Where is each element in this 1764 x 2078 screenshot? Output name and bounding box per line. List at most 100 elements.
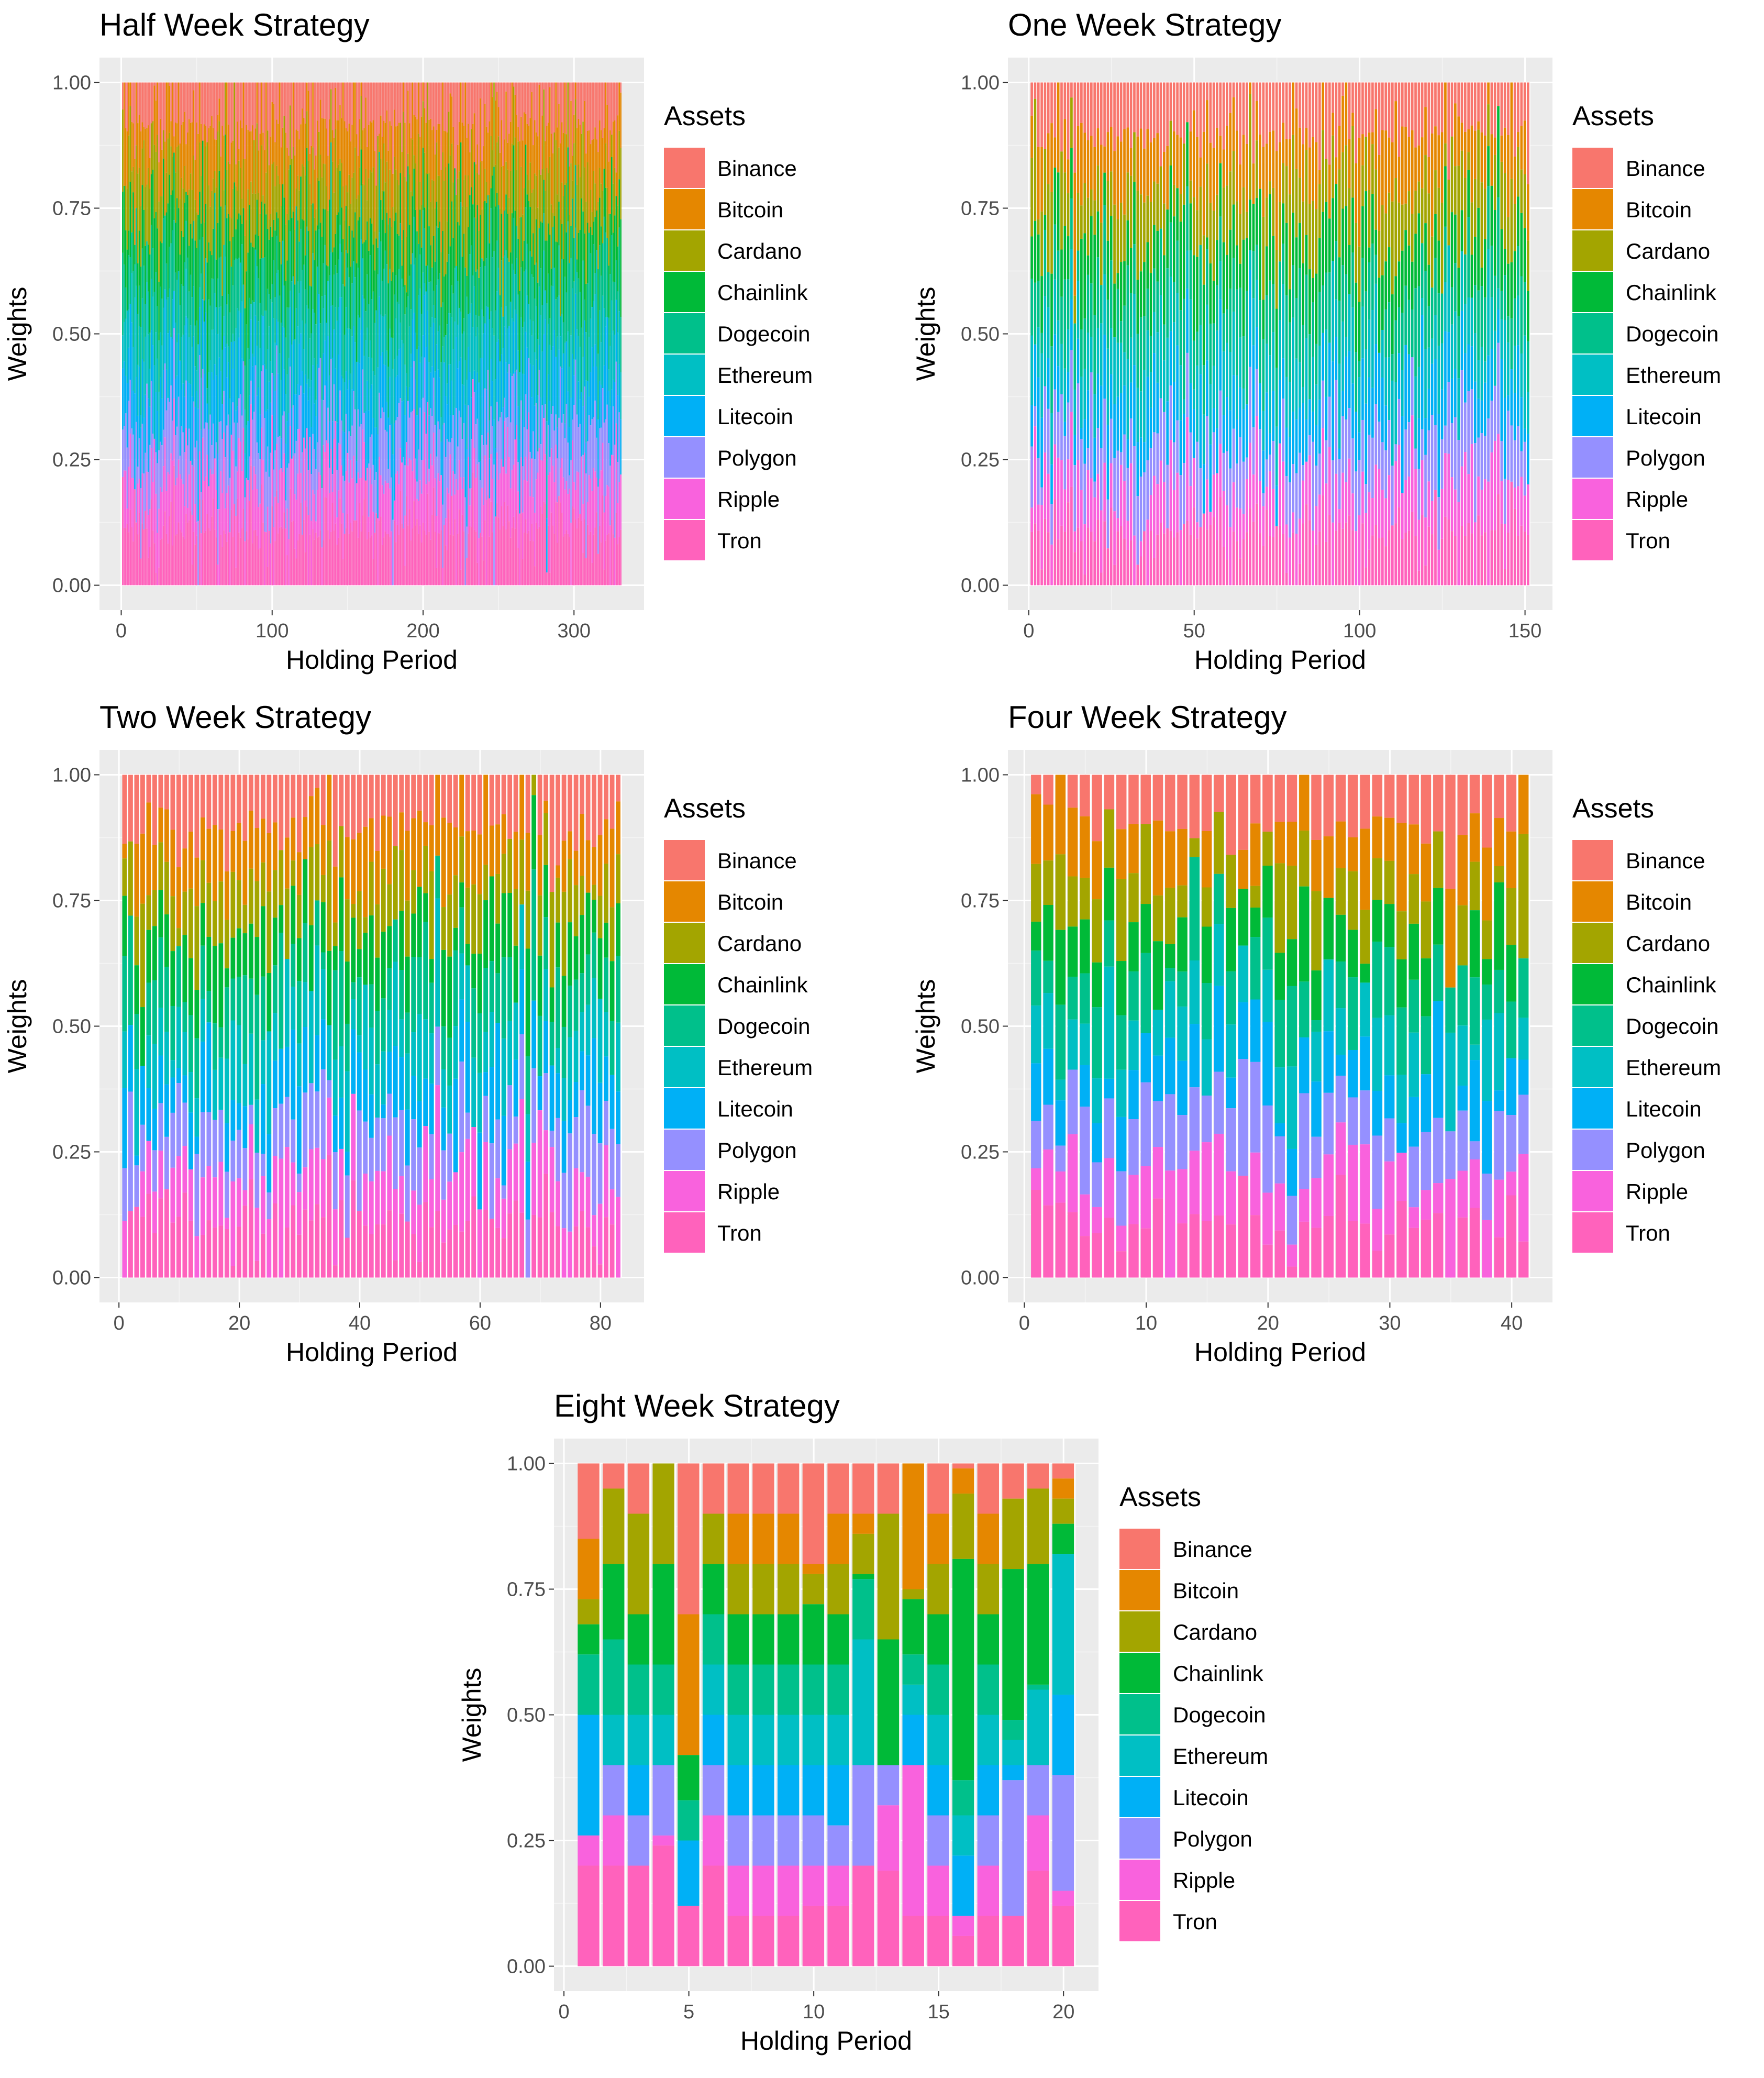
bar-segment-tron: [562, 536, 564, 585]
bar-segment-bitcoin: [549, 87, 551, 157]
bar-segment-ethereum: [557, 336, 558, 428]
bar-segment-cardano: [1322, 130, 1325, 212]
bar-segment-ethereum: [413, 264, 415, 313]
bar-segment-ripple: [259, 503, 261, 548]
bar-segment-ethereum: [1332, 261, 1335, 362]
bar-segment-ripple: [445, 518, 447, 546]
bar-segment-bitcoin: [1480, 132, 1484, 183]
bar-segment-ripple: [276, 444, 278, 491]
bar-segment-cardano: [1196, 210, 1199, 257]
bar-segment-ripple: [1113, 511, 1116, 565]
bar-segment-bitcoin: [1206, 100, 1209, 164]
bar-segment-bitcoin: [522, 140, 524, 215]
bar-segment-ethereum: [239, 262, 241, 313]
bar-segment-cardano: [1477, 129, 1480, 208]
bar-segment-cardano: [1272, 187, 1275, 236]
bar-segment-binance: [356, 82, 358, 135]
bar-segment-dogecoin: [395, 275, 397, 319]
bar-segment-bitcoin: [481, 161, 483, 210]
bar-segment-chainlink: [310, 286, 312, 334]
bar-segment-tron: [594, 527, 596, 585]
bar-segment-ethereum: [1182, 399, 1186, 414]
bar-segment-binance: [169, 82, 171, 86]
bar-segment-polygon: [1414, 448, 1417, 470]
bar-segment-litecoin: [596, 367, 597, 438]
bar-segment-cardano: [206, 142, 208, 263]
bar-segment-litecoin: [369, 389, 371, 438]
bar-segment-cardano: [190, 173, 192, 224]
bar-segment-chainlink: [565, 232, 568, 293]
bar-segment-polygon: [253, 412, 255, 467]
bar-segment-litecoin: [1371, 388, 1374, 438]
bar-segment-binance: [203, 82, 205, 125]
bar-segment-ethereum: [446, 383, 448, 405]
bar-segment-ripple: [1328, 447, 1332, 515]
bar-segment-chainlink: [404, 285, 406, 315]
bar-segment-dogecoin: [1232, 258, 1236, 312]
bar-segment-chainlink: [543, 180, 545, 214]
bar-segment-binance: [596, 82, 597, 140]
bar-segment-cardano: [235, 186, 237, 230]
bar-segment-ethereum: [300, 281, 302, 334]
bar-segment-tron: [223, 530, 225, 585]
bar-segment-bitcoin: [181, 125, 183, 178]
bar-segment-dogecoin: [363, 299, 365, 356]
bar-segment-ethereum: [238, 311, 240, 338]
bar-segment-dogecoin: [339, 225, 341, 244]
bar-segment-litecoin: [164, 1084, 170, 1137]
bar-segment-cardano: [230, 218, 232, 267]
bar-segment-tron: [504, 502, 505, 585]
bar-segment-polygon: [303, 1092, 308, 1168]
bar-segment-polygon: [617, 462, 619, 503]
bar-segment-ethereum: [392, 369, 394, 455]
bar-segment-polygon: [1404, 429, 1407, 480]
bar-segment-cardano: [1295, 169, 1299, 238]
bar-segment-polygon: [1417, 469, 1421, 520]
bar-segment-tron: [365, 480, 367, 585]
bar-segment-chainlink: [557, 242, 558, 297]
bar-segment-chainlink: [224, 968, 230, 988]
bar-segment-bitcoin: [229, 164, 231, 217]
bar-segment-chainlink: [525, 145, 527, 207]
bar-segment-bitcoin: [179, 143, 181, 200]
bar-segment-binance: [523, 82, 525, 113]
bar-segment-polygon: [1285, 476, 1289, 525]
bar-segment-litecoin: [306, 383, 308, 428]
bar-segment-dogecoin: [502, 316, 504, 348]
bar-segment-ripple: [416, 499, 418, 520]
bar-segment-bitcoin: [1080, 123, 1083, 206]
bar-segment-ripple: [400, 448, 402, 491]
bar-segment-cardano: [149, 189, 151, 255]
bar-segment-polygon: [353, 391, 354, 456]
bar-segment-cardano: [451, 143, 453, 202]
bar-segment-bitcoin: [145, 129, 146, 187]
bar-segment-bitcoin: [1401, 126, 1404, 205]
bar-segment-cardano: [315, 209, 317, 231]
bar-segment-bitcoin: [1149, 142, 1153, 202]
bar-segment-ripple: [338, 490, 339, 538]
bar-segment-binance: [323, 82, 325, 119]
bar-segment-binance: [546, 82, 548, 126]
bar-segment-bitcoin: [1503, 127, 1507, 173]
bar-segment-binance: [197, 82, 199, 134]
bar-segment-ripple: [424, 412, 426, 530]
bar-segment-polygon: [1487, 418, 1490, 482]
bar-segment-ripple: [608, 486, 609, 534]
bar-segment-binance: [396, 82, 398, 126]
bar-segment-dogecoin: [181, 284, 183, 337]
bar-segment-tron: [342, 559, 344, 585]
bar-segment-polygon: [1172, 442, 1176, 490]
bar-segment-binance: [218, 82, 220, 99]
bar-segment-tron: [1262, 546, 1266, 585]
bar-segment-ethereum: [473, 286, 475, 371]
bar-segment-dogecoin: [272, 965, 279, 1013]
bar-segment-tron: [214, 529, 216, 585]
bar-segment-cardano: [286, 214, 288, 261]
bar-segment-cardano: [1430, 236, 1434, 288]
bar-segment-tron: [1440, 538, 1444, 585]
bar-segment-dogecoin: [338, 259, 339, 307]
bar-segment-ripple: [603, 512, 605, 570]
bar-segment-ripple: [569, 489, 570, 537]
bar-segment-litecoin: [1172, 381, 1176, 443]
bar-segment-dogecoin: [137, 314, 139, 365]
